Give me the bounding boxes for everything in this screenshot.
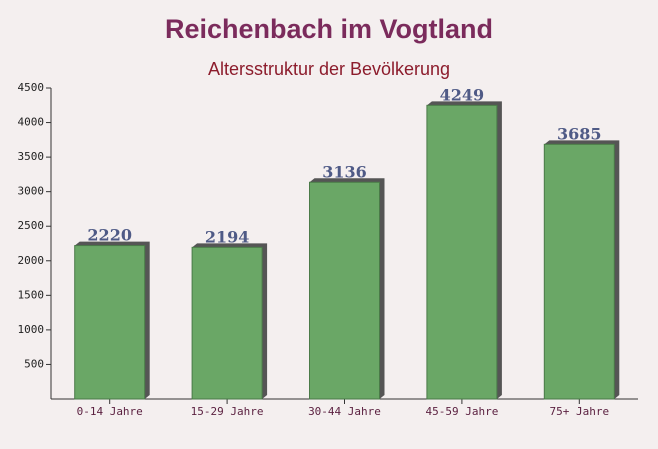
value-label: 2220 [87,226,132,245]
x-tick-label: 0-14 Jahre [77,405,143,418]
x-tick-label: 75+ Jahre [549,405,609,418]
bar [191,246,263,400]
y-tick-label: 2000 [18,254,45,267]
value-label: 3685 [557,124,602,143]
y-tick-label: 4000 [18,116,45,129]
chart-subtitle: Altersstruktur der Bevölkerung [208,59,450,79]
x-tick-label: 15-29 Jahre [191,405,264,418]
y-tick-label: 4500 [18,81,45,94]
x-tick-label: 30-44 Jahre [308,405,381,418]
y-tick-label: 1500 [18,288,45,301]
chart-title: Reichenbach im Vogtland [165,14,493,44]
y-tick-label: 2500 [18,219,45,232]
y-tick-label: 3500 [18,150,45,163]
y-tick-label: 1000 [18,323,45,336]
value-label: 4249 [440,85,485,104]
value-label: 2194 [205,227,250,246]
y-tick-label: 500 [24,357,44,370]
x-tick-label: 45-59 Jahre [425,405,498,418]
bar [426,104,498,400]
bar [74,245,146,400]
bar [543,143,615,400]
y-tick-label: 3000 [18,185,45,198]
bar [309,181,380,400]
value-label: 3136 [322,162,367,181]
